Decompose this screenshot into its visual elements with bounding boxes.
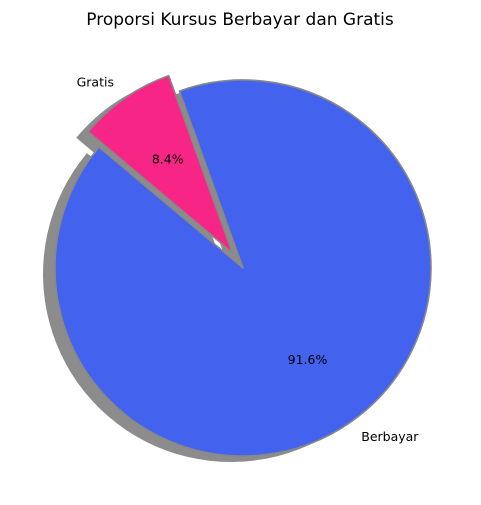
- pie-labels: Berbayar 91.6% Gratis 8.4%: [77, 74, 420, 444]
- label-berbayar: Berbayar: [361, 429, 419, 444]
- pct-label-berbayar: 91.6%: [288, 352, 328, 367]
- slice-berbayar: [54, 79, 432, 457]
- pct-label-gratis: 8.4%: [152, 152, 184, 167]
- slice-gratis: [87, 74, 234, 254]
- chart-title: Proporsi Kursus Berbayar dan Gratis: [86, 10, 394, 30]
- label-gratis: Gratis: [77, 74, 114, 89]
- pie-slices: [54, 74, 432, 457]
